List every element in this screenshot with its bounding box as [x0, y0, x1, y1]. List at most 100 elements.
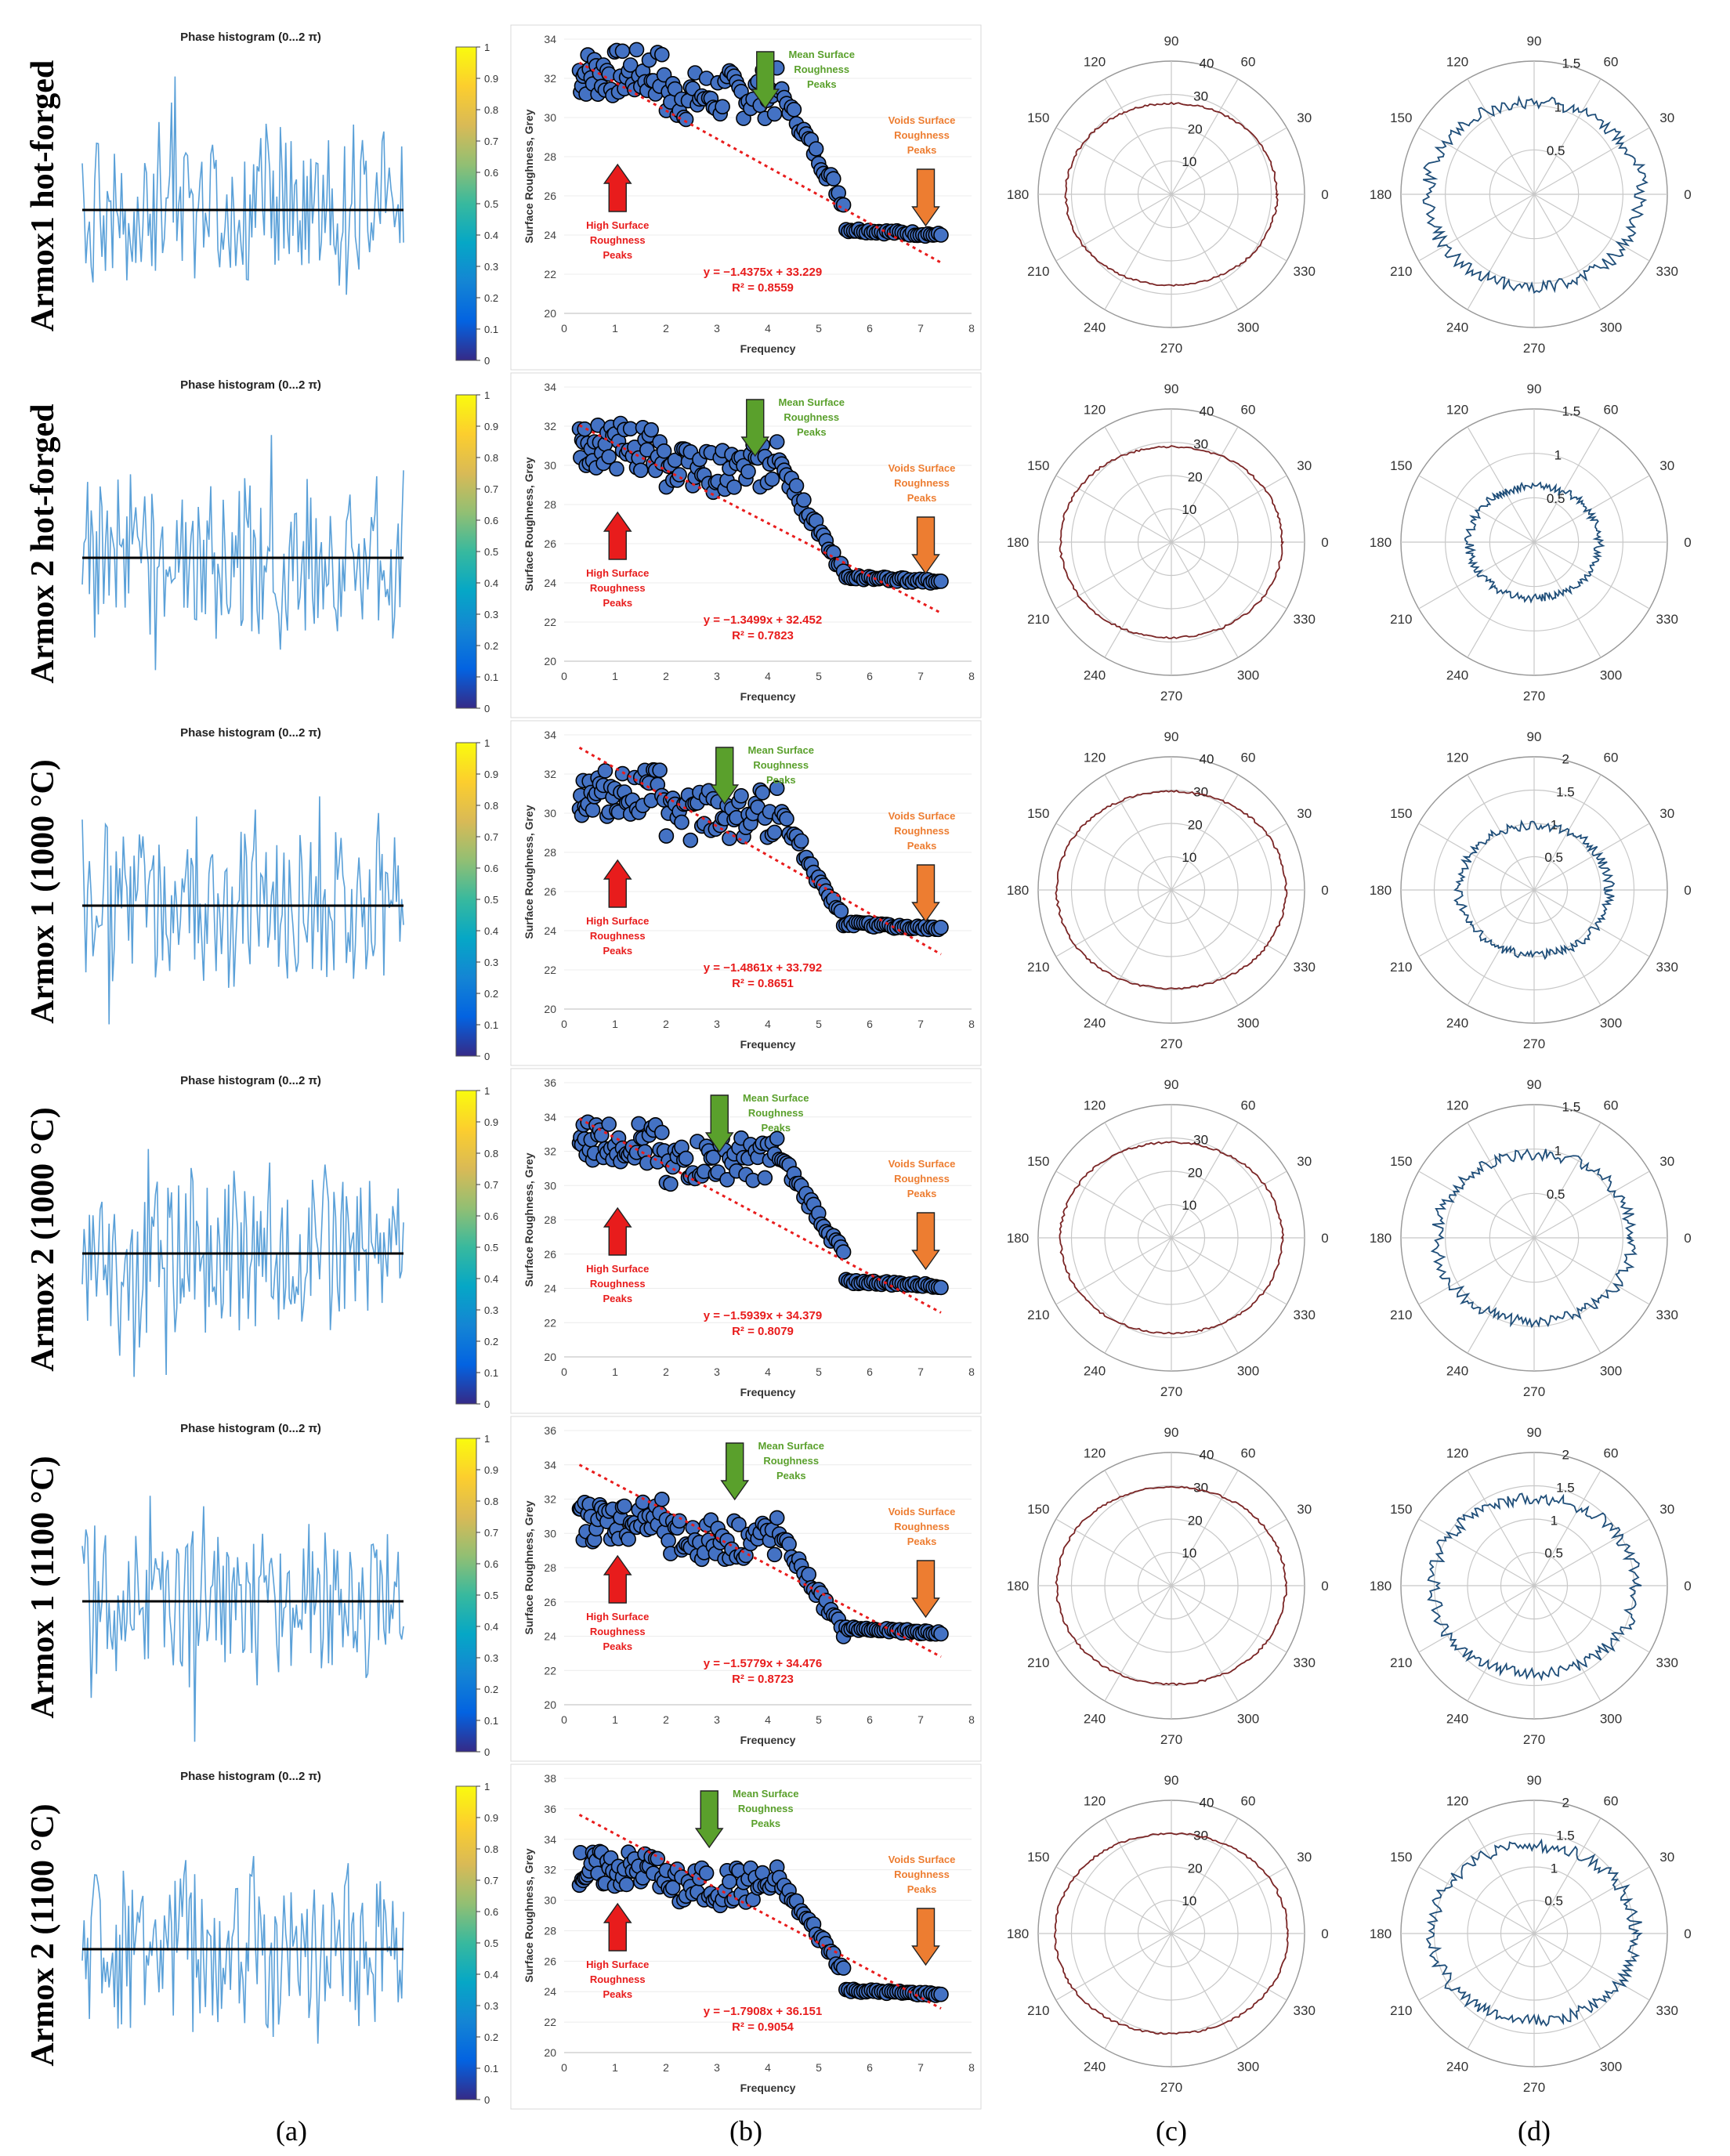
- polar-d-angle-label: 30: [1659, 458, 1674, 473]
- colorbar-tick-label: 0.3: [484, 609, 498, 620]
- high-roughness-label: High Surface: [586, 1959, 649, 1970]
- scatter-panel: [510, 720, 982, 1066]
- scatter-xtick: 5: [816, 1018, 822, 1030]
- high-roughness-label: Roughness: [590, 1973, 646, 1985]
- polar-d-angle-label: 150: [1390, 1502, 1412, 1517]
- colorbar-tick-label: 1: [484, 42, 490, 53]
- polar-c-angle-label: 150: [1027, 110, 1049, 125]
- scatter-ytick: 32: [544, 72, 556, 85]
- voids-roughness-label: Voids Surface: [889, 462, 956, 474]
- polar-c-angle-label: 60: [1241, 750, 1256, 765]
- scatter-point: [769, 780, 785, 797]
- scatter-xtick: 3: [714, 1713, 720, 1726]
- scatter-ytick: 24: [544, 1985, 556, 1998]
- high-roughness-label: Peaks: [603, 1988, 632, 2000]
- high-roughness-label: High Surface: [586, 1611, 649, 1622]
- polar-c-angle-label: 300: [1237, 2060, 1259, 2075]
- polar-d-radial-label: 1.5: [1562, 1100, 1581, 1115]
- phase-title: Phase histogram (0...2 π): [180, 1770, 321, 1783]
- polar-d-trace: [1427, 1492, 1642, 1681]
- scatter-xtick: 6: [867, 322, 873, 335]
- polar-c-plot: 0 30 60 90 120 150 180 210 240 270 300 330 10 20 30: [1007, 1077, 1329, 1399]
- polar-c-spoke: [1171, 194, 1287, 262]
- polar-d-angle-label: 90: [1527, 729, 1542, 744]
- phase-title: Phase histogram (0...2 π): [180, 1074, 321, 1087]
- polar-d-angle-label: 240: [1446, 320, 1468, 335]
- polar-d-spoke: [1467, 541, 1535, 658]
- polar-c-angle-label: 270: [1160, 2080, 1182, 2095]
- colorbar-tick-label: 0.2: [484, 292, 498, 304]
- polar-c-spoke: [1104, 1237, 1172, 1354]
- scatter-ytick: 34: [544, 1459, 556, 1471]
- polar-c-angle-label: 270: [1160, 1732, 1182, 1747]
- scatter-ytick: 28: [544, 1214, 556, 1226]
- mean-roughness-label: Peaks: [776, 1470, 806, 1481]
- phase-title: Phase histogram (0...2 π): [180, 1422, 321, 1435]
- scatter-ytick: 20: [544, 307, 556, 320]
- scatter-point: [766, 824, 783, 841]
- scatter-ytick: 34: [544, 33, 556, 45]
- polar-c-radial-label: 10: [1182, 1198, 1196, 1213]
- polar-d-spoke: [1533, 1122, 1602, 1239]
- scatter-point: [933, 1986, 949, 2002]
- polar-c-angle-label: 180: [1007, 535, 1029, 550]
- polar-c-angle-label: 30: [1297, 1850, 1312, 1865]
- polar-d-angle-label: 180: [1370, 535, 1392, 550]
- polar-d-angle-label: 180: [1370, 1231, 1392, 1246]
- polar-c-spoke: [1171, 1237, 1287, 1305]
- polar-d-angle-label: 300: [1600, 668, 1622, 683]
- high-roughness-label: Peaks: [603, 249, 632, 261]
- scatter-point: [835, 1244, 852, 1260]
- polar-c-angle-label: 150: [1027, 806, 1049, 821]
- polar-d-angle-label: 330: [1656, 1655, 1678, 1670]
- polar-c-spoke: [1171, 194, 1239, 310]
- polar-c-angle-label: 0: [1321, 187, 1328, 202]
- polar-d-radial-label: 1.5: [1562, 56, 1581, 71]
- high-roughness-label: High Surface: [586, 567, 649, 579]
- scatter-ytick: 32: [544, 420, 556, 432]
- colorbar: [455, 394, 477, 709]
- colorbar-tick-label: 0.1: [484, 671, 498, 683]
- polar-d-angle-label: 150: [1390, 806, 1412, 821]
- scatter-ytick: 22: [544, 268, 556, 280]
- scatter-point: [757, 1170, 773, 1186]
- polar-c-plot: 0 30 60 90 120 150 180 210 240 270 300 330 10 20 30 40: [1007, 382, 1329, 704]
- colorbar-tick-label: 0.4: [484, 577, 498, 589]
- polar-d-radial-label: 1: [1554, 1143, 1562, 1158]
- mean-roughness-label: Roughness: [784, 411, 839, 423]
- mean-roughness-arrow: [710, 747, 740, 805]
- scatter-xtick: 3: [714, 1018, 720, 1030]
- high-roughness-label: Roughness: [590, 582, 646, 594]
- row-5: Armox 1 (1100 °C) Phase histogram (0...2 …: [25, 1416, 1692, 1762]
- voids-roughness-arrow: [911, 864, 940, 923]
- colorbar-tick-label: 0.2: [484, 2031, 498, 2043]
- scatter-xtick: 7: [917, 670, 924, 682]
- colorbar: [455, 1785, 477, 2100]
- polar-c-radial-label: 10: [1182, 502, 1196, 517]
- scatter-xtick: 7: [917, 2061, 924, 2074]
- phase-title: Phase histogram (0...2 π): [180, 726, 321, 740]
- mean-roughness-label: Peaks: [751, 1818, 780, 1829]
- polar-d-radial-label: 1.5: [1556, 1828, 1575, 1843]
- scatter-point: [731, 1517, 747, 1532]
- polar-c-spoke: [1104, 889, 1172, 1006]
- scatter-ytick: 20: [544, 1698, 556, 1711]
- polar-c-angle-label: 240: [1084, 1712, 1106, 1727]
- polar-c-trace: [1053, 1832, 1289, 2035]
- scatter-xlabel: Frequency: [740, 1386, 796, 1398]
- polar-d-angle-label: 0: [1684, 535, 1691, 550]
- high-roughness-arrow: [603, 859, 632, 908]
- colorbar-tick-label: 0.5: [484, 1242, 498, 1253]
- scatter-xtick: 1: [612, 1018, 618, 1030]
- scatter-point: [733, 787, 749, 804]
- scatter-xtick: 8: [968, 322, 975, 335]
- colorbar-tick-label: 0.1: [484, 1367, 498, 1379]
- polar-c-plot: 0 30 60 90 120 150 180 210 240 270 300 330 10 20 30 40: [1007, 729, 1329, 1051]
- scatter-ytick: 30: [544, 807, 556, 819]
- polar-d-spoke: [1418, 541, 1535, 610]
- scatter-trendline: [578, 1117, 942, 1314]
- scatter-point: [933, 227, 949, 243]
- polar-d-spoke: [1418, 1866, 1535, 1934]
- colorbar-tick-label: 0.9: [484, 1116, 498, 1128]
